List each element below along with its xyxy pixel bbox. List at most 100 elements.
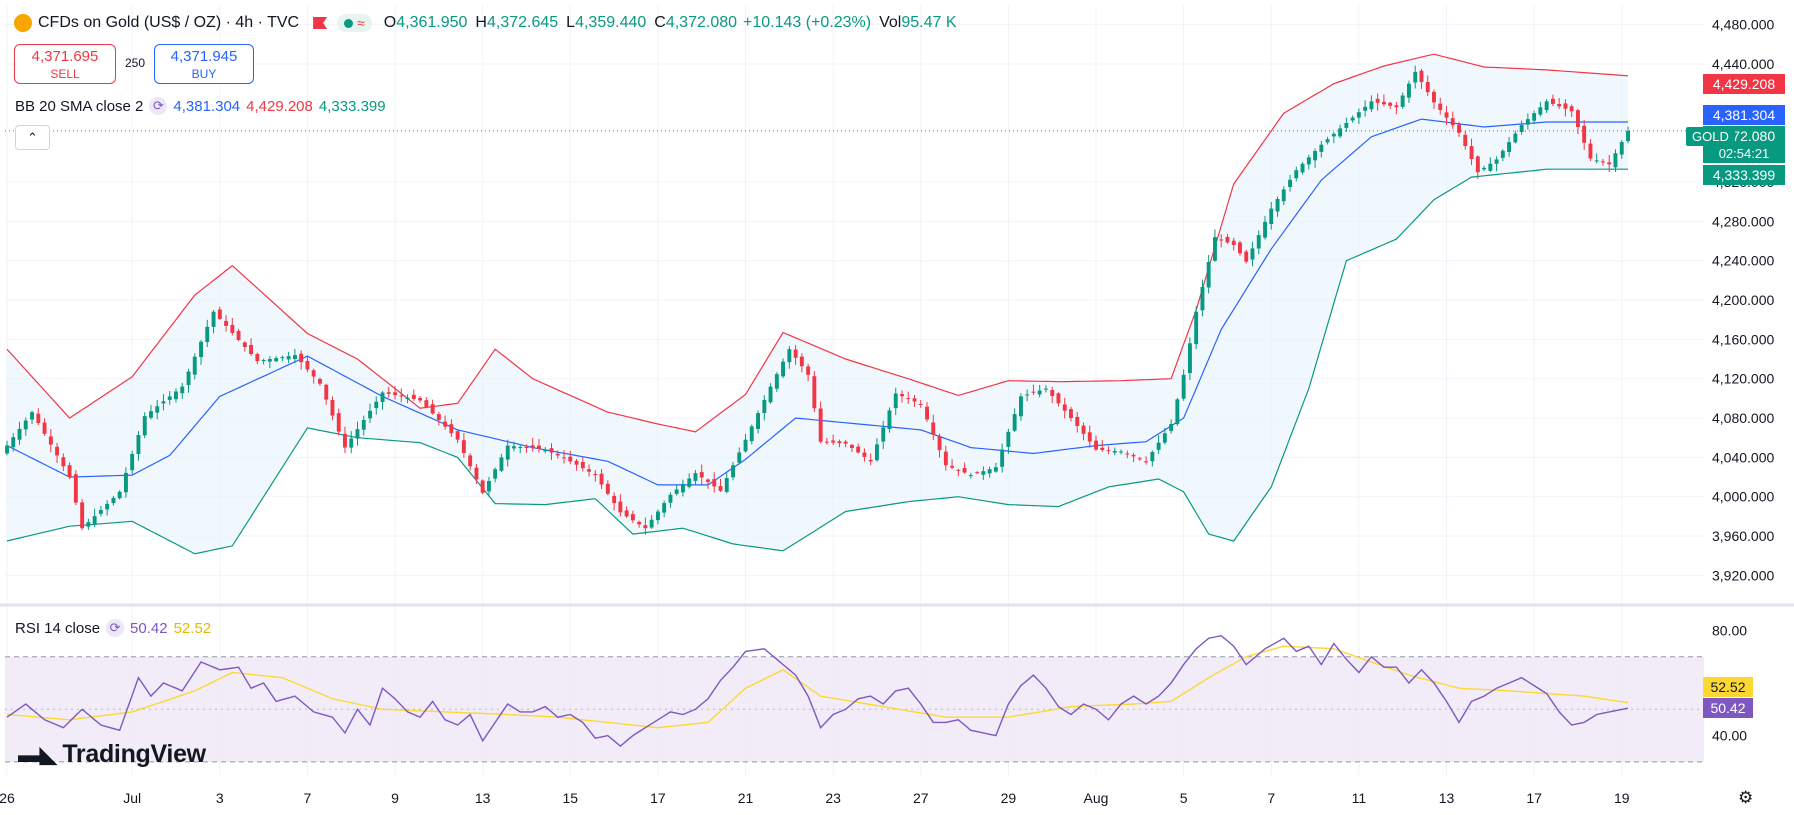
candle-body [192, 356, 197, 375]
rsi-refresh-icon[interactable]: ⟳ [106, 619, 125, 637]
candle-body [436, 414, 441, 420]
candle-body [900, 394, 904, 397]
candle-body [61, 457, 66, 467]
refresh-icon[interactable]: ⟳ [149, 97, 168, 115]
candle-body [555, 453, 560, 456]
candle-body [1031, 391, 1036, 393]
candle-body [1488, 163, 1493, 171]
settings-gear-icon[interactable]: ⚙ [1738, 788, 1754, 807]
candle-body [512, 446, 516, 449]
time-tick-label: 7 [1267, 790, 1275, 806]
candle-body [161, 401, 166, 404]
candle-body [1500, 150, 1505, 158]
high-label: H [475, 14, 487, 31]
candle-body [1250, 248, 1255, 260]
gold-coin-icon [14, 14, 32, 32]
bollinger-upper-line [6, 53, 1629, 433]
candle-body [180, 386, 185, 394]
candle-body [73, 474, 78, 503]
candle-body [943, 451, 948, 466]
candle-body [1094, 440, 1098, 450]
candle-body [568, 456, 573, 462]
candle-body [493, 469, 498, 479]
candle-body [925, 406, 929, 420]
candle-body [831, 440, 836, 443]
candle-body [1281, 189, 1286, 202]
candle-body [1407, 83, 1411, 98]
candle-body [1050, 390, 1055, 396]
candle-body [1619, 142, 1624, 155]
candle-body [605, 483, 610, 494]
candle-body [1319, 144, 1324, 152]
candle-body [230, 324, 235, 333]
price-tick-label: 4,240.000 [1712, 253, 1774, 269]
candle-body [305, 361, 310, 370]
candle-body [311, 370, 316, 377]
buy-button[interactable]: 4,371.945 BUY [154, 44, 254, 84]
candle-body [487, 481, 491, 492]
candle-body [712, 479, 717, 487]
candle-body [1331, 133, 1336, 137]
rsi-value-tag: 50.42 [1710, 700, 1745, 716]
candle-body [324, 384, 329, 400]
candle-body [86, 522, 91, 527]
candle-body [981, 471, 986, 475]
time-tick-label: 23 [825, 790, 841, 806]
bb-legend[interactable]: BB 20 SMA close 2 ⟳ 4,381.304 4,429.208 … [15, 97, 386, 115]
candles-layer[interactable] [5, 65, 1630, 535]
candle-body [656, 511, 660, 521]
candle-body [1344, 123, 1349, 128]
time-tick-label: 27 [913, 790, 929, 806]
candle-body [1081, 425, 1086, 434]
candle-body [1613, 153, 1618, 168]
candle-body [699, 472, 704, 478]
rsi-value-tag-bg [1703, 698, 1753, 718]
candle-body [1263, 221, 1267, 238]
candle-body [174, 391, 178, 400]
candle-body [205, 326, 210, 342]
collapse-legend-button[interactable]: ⌃ [15, 125, 50, 150]
candle-body [111, 497, 116, 504]
candle-body [505, 445, 510, 460]
candle-body [1482, 167, 1486, 170]
flag-icon[interactable] [313, 17, 328, 29]
candle-body [1112, 451, 1117, 453]
candle-body [368, 410, 372, 419]
candle-body [1069, 409, 1073, 418]
candle-body [1225, 236, 1230, 243]
candle-body [1012, 414, 1017, 431]
time-axis[interactable]: 26 Jul 3 7 9 13 15 17 21 23 27 29 Aug 5 7 11 13 17 19 [0, 790, 1630, 806]
candle-body [42, 422, 47, 434]
rsi-axis[interactable]: 40.00 80.00 [1712, 622, 1747, 743]
candle-body [1300, 163, 1305, 173]
candle-body [1494, 159, 1499, 164]
price-axis[interactable]: 3,920.000 3,960.000 4,000.000 4,040.000 4,08… [1712, 17, 1774, 584]
candle-body [681, 484, 685, 493]
candle-body [950, 465, 954, 468]
symbol-title[interactable]: CFDs on Gold (US$ / OZ) · 4h · TVC [38, 14, 300, 31]
price-tick-label: 3,960.000 [1712, 528, 1774, 544]
candle-body [975, 472, 980, 474]
bollinger-basis-line [6, 118, 1628, 486]
candle-body [1457, 124, 1461, 133]
time-tick-label: Aug [1084, 790, 1109, 806]
rsi-legend[interactable]: RSI 14 close ⟳ 50.42 52.52 [15, 619, 211, 637]
candle-body [1363, 106, 1368, 111]
candle-body [11, 437, 16, 448]
time-tick-label: 17 [1526, 790, 1542, 806]
candle-body [706, 479, 710, 482]
candle-body [1006, 431, 1011, 447]
price-tick-label: 3,920.000 [1712, 567, 1774, 583]
upper-band-tag-bg [1703, 74, 1785, 94]
sell-button[interactable]: 4,371.695 SELL [14, 44, 116, 84]
candle-body [1075, 416, 1080, 426]
tradingview-logo[interactable]: ▬◣ TradingView [18, 740, 206, 769]
rsi-tick-label: 80.00 [1712, 622, 1747, 638]
market-status[interactable]: ≈ [337, 14, 372, 32]
candle-body [374, 401, 379, 408]
chevron-up-icon: ⌃ [27, 129, 38, 145]
price-tick-label: 4,000.000 [1712, 489, 1774, 505]
candle-body [1037, 390, 1042, 395]
candle-body [142, 416, 147, 436]
